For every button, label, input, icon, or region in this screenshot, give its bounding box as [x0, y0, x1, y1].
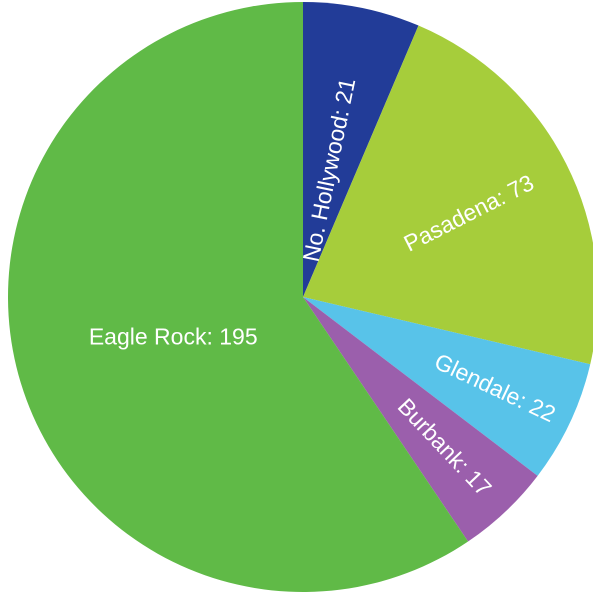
pie-slice-pasadena — [303, 25, 593, 365]
pie-slice-eagle-rock — [8, 2, 469, 592]
pie-slice-burbank — [303, 297, 538, 542]
pie-slices — [8, 2, 593, 592]
pie-slice-glendale — [303, 297, 591, 476]
pie-label-eagle-rock: Eagle Rock: 195 — [89, 324, 258, 350]
pie-slice-no-hollywood — [303, 2, 419, 297]
